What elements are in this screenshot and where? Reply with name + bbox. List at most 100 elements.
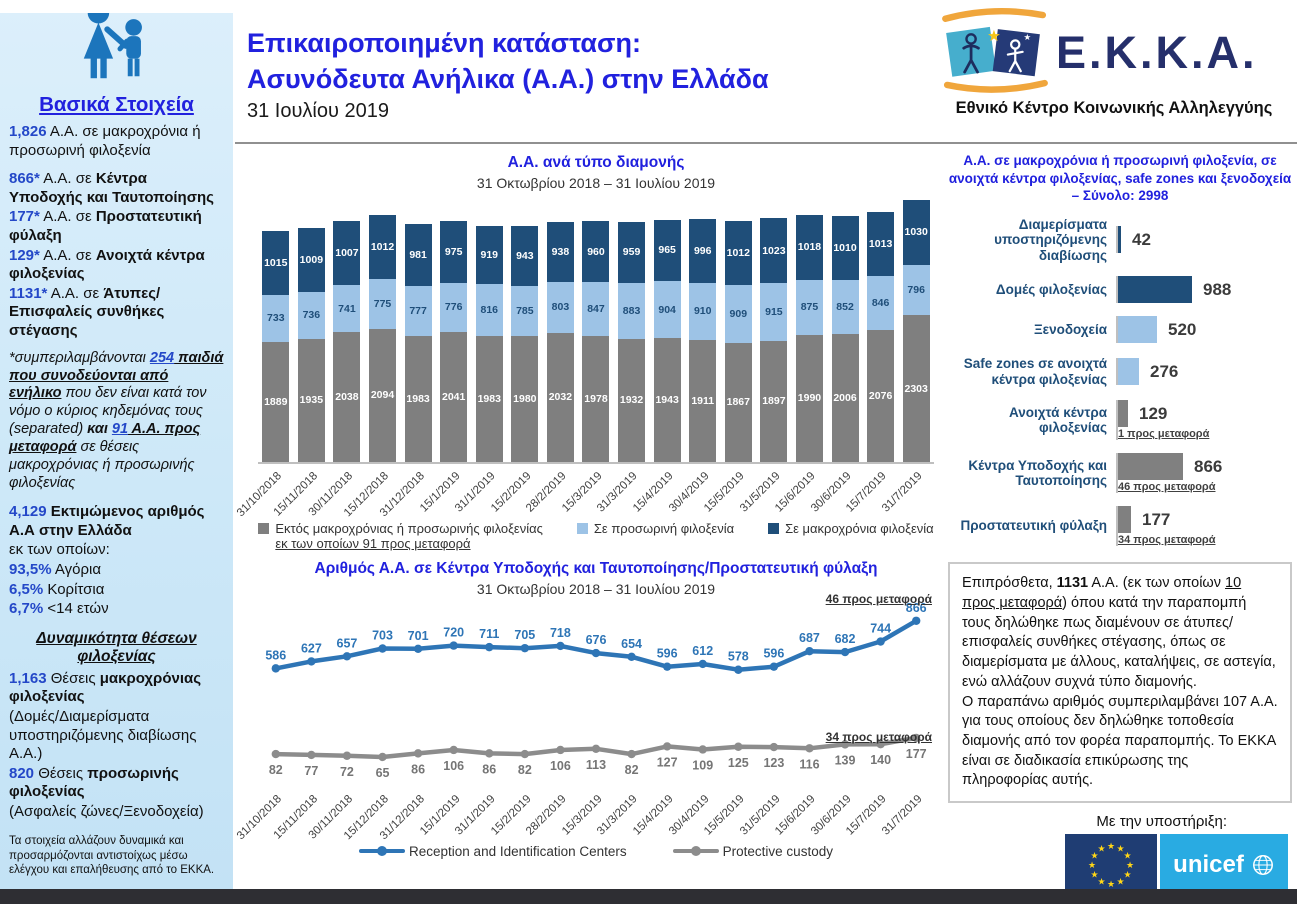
bar-value-label: 883 — [622, 304, 641, 317]
hbar-cell: 866 46 προς μεταφορά — [1116, 453, 1292, 494]
data-point-label: 744 — [870, 621, 891, 635]
data-point — [876, 739, 885, 748]
hbar-transfer-note: 1 προς μεταφορά — [1118, 428, 1210, 441]
data-point — [769, 742, 779, 751]
data-point-label: 682 — [835, 632, 856, 646]
ekka-subtitle: Εθνικό Κέντρο Κοινωνικής Αλληλεγγύης — [955, 99, 1273, 117]
data-point — [342, 651, 352, 661]
legend-item: Σε προσωρινή φιλοξενία — [576, 521, 734, 551]
annotation-ric-transfer: 46 προς μεταφορά — [825, 592, 932, 606]
bar-segment-outside-accommodation: 2094 — [369, 328, 397, 462]
sidebar-stat: 6,5% Κορίτσια — [9, 580, 105, 598]
bar-segment-longterm: 938 — [546, 222, 574, 282]
page-title-line2: Ασυνόδευτα Ανήλικα (Α.Α.) στην Ελλάδα — [247, 63, 769, 94]
sidebar-top-band — [0, 0, 233, 13]
bar-value-label: 2303 — [904, 382, 928, 395]
legend-label: Reception and Identification Centers — [409, 843, 627, 859]
svg-text:★: ★ — [1123, 871, 1131, 881]
data-point — [485, 642, 494, 651]
legend-swatch — [258, 522, 270, 534]
hbar-value: 129 — [1139, 403, 1168, 423]
sidebar-stat: 866* Α.Α. σε Κέντρα Υποδοχής και Ταυτοπο… — [9, 170, 214, 206]
hbar-rows: Διαμερίσματα υποστηριζόμενης διαβίωσης 42… — [948, 217, 1292, 547]
bar-segment-outside-accommodation: 2032 — [546, 332, 574, 462]
data-point-label: 596 — [657, 646, 678, 660]
bottom-bar — [0, 889, 1297, 904]
data-point — [449, 640, 458, 650]
hbar-cell: 520 — [1116, 316, 1292, 344]
data-point-label: 86 — [411, 762, 425, 776]
data-point — [520, 643, 530, 652]
data-point-label: 720 — [443, 625, 464, 639]
bar-segment-temporary: 775 — [369, 279, 397, 329]
bar-segment-temporary: 904 — [653, 280, 681, 339]
data-point — [591, 744, 601, 753]
bar-value-label: 1013 — [868, 237, 893, 250]
hbar-category-label: Κέντρα Υποδοχής και Ταυτοποίησης — [968, 457, 1107, 489]
hbar-barline: 276 — [1118, 358, 1292, 386]
data-point-label: 596 — [763, 646, 784, 660]
stacked-bar-title: Α.Α. ανά τύπο διαμονής — [507, 154, 685, 171]
sidebar-capacity-stat: (Δομές/Διαμερίσματα υποστηριζόμενης διαβ… — [9, 708, 197, 763]
bar-segment-longterm: 1018 — [795, 215, 823, 280]
legend-line-marker — [672, 846, 719, 856]
bar-segment-temporary: 909 — [724, 285, 752, 343]
data-point-label: 578 — [728, 649, 749, 663]
hbar-bar — [1118, 226, 1121, 254]
sidebar-stat: 129* Α.Α. σε Ανοιχτά κέντρα φιλοξενίας — [9, 246, 205, 283]
bar-value-label: 2094 — [370, 389, 395, 402]
hbar-value: 520 — [1168, 319, 1197, 339]
data-point — [413, 644, 423, 653]
data-point — [556, 745, 565, 754]
legend-swatch — [768, 522, 780, 534]
hbar-row: Κέντρα Υποδοχής και Ταυτοποίησης 866 46 πρ… — [948, 453, 1292, 494]
ekka-logo: ★ ★ Ε.Κ.Κ.Α. Εθνικό Κέντρο Κοινωνικής Αλ… — [936, 4, 1292, 118]
bar-value-label: 959 — [622, 246, 641, 259]
unicef-globe-icon — [1252, 855, 1273, 876]
data-point-label: 106 — [443, 759, 464, 773]
stacked-bar-column: 919 816 1983 — [471, 225, 507, 462]
data-point — [698, 659, 707, 668]
bar-value-label: 1009 — [299, 253, 324, 266]
bar-segment-temporary: 796 — [902, 264, 930, 316]
data-point-label: 109 — [692, 758, 713, 772]
bar-segment-longterm: 959 — [618, 221, 646, 283]
bar-value-label: 1943 — [655, 393, 679, 406]
svg-text:★: ★ — [1116, 878, 1124, 888]
stacked-bar-column: 1018 875 1990 — [792, 215, 828, 462]
bar-value-label: 938 — [551, 245, 570, 258]
bar-segment-longterm: 1023 — [760, 218, 788, 283]
data-point — [378, 643, 387, 653]
stacked-legend: Εκτός μακροχρόνιας ή προσωρινής φιλοξενί… — [258, 521, 934, 551]
hbar-category-label: Ανοιχτά κέντρα φιλοξενίας — [1008, 404, 1107, 436]
bar-value-label: 816 — [480, 303, 499, 316]
svg-text:★: ★ — [1097, 845, 1105, 855]
svg-text:★: ★ — [1126, 861, 1134, 871]
data-point-label: 586 — [265, 648, 286, 662]
stacked-bar-column: 938 803 2032 — [543, 222, 579, 462]
stacked-bar-column: 959 883 1932 — [614, 221, 650, 462]
bar-value-label: 736 — [302, 309, 321, 322]
data-point-label: 676 — [586, 633, 607, 647]
bar-segment-temporary: 852 — [831, 280, 859, 335]
stacked-bar-column: 1015 733 1889 — [258, 230, 294, 462]
bar-value-label: 1007 — [335, 247, 359, 260]
stacked-bar-column: 960 847 1978 — [578, 221, 614, 462]
bar-segment-longterm: 960 — [582, 221, 610, 283]
data-point-label: 705 — [514, 628, 535, 642]
bar-value-label: 1018 — [797, 241, 822, 254]
bar-value-label: 2006 — [833, 391, 857, 404]
bar-value-label: 965 — [658, 244, 676, 257]
bar-value-label: 1897 — [762, 395, 786, 408]
data-point-label: 82 — [625, 763, 639, 777]
bar-value-label: 909 — [729, 308, 748, 321]
sidebar-stat: 1,826 Α.Α. σε μακροχρόνια ή προσωρινή φι… — [9, 123, 201, 159]
hbar-barline: 520 — [1118, 316, 1292, 344]
bar-value-label: 981 — [409, 249, 427, 262]
legend-item: Εκτός μακροχρόνιας ή προσωρινής φιλοξενί… — [258, 521, 543, 551]
hbar-bar — [1118, 400, 1128, 428]
data-point-label: 65 — [376, 766, 390, 780]
bar-value-label: 803 — [551, 301, 570, 314]
legend-label: Σε μακροχρόνια φιλοξενία — [785, 520, 934, 536]
svg-text:★: ★ — [1090, 852, 1098, 862]
